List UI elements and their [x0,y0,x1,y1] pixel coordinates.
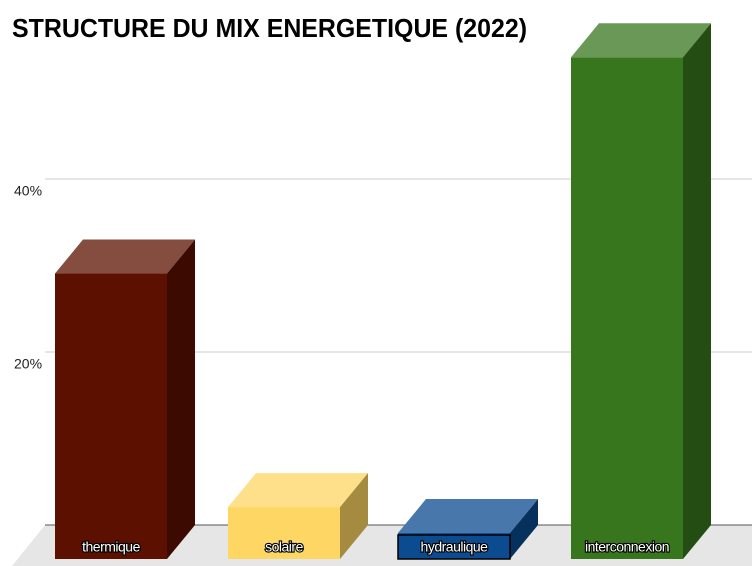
bar-front [571,57,683,560]
bar-top [55,239,195,274]
bar-front [228,507,340,559]
x-tick-label: solaire [265,539,303,555]
y-tick-label: 40% [14,183,42,199]
bar [228,473,368,559]
bar-top [571,23,711,58]
bar-side [510,499,538,559]
bar [397,499,538,560]
bar-top [228,473,368,508]
x-tick-label: thermique [82,539,140,555]
bar-side [167,239,195,560]
chart-title: STRUCTURE DU MIX ENERGETIQUE (2022) [12,13,527,43]
bar [55,239,195,560]
bar-front [55,273,167,559]
y-tick-label: 20% [14,356,42,372]
bar-side [340,473,368,559]
label-box [397,534,511,560]
x-tick-label: hydraulique [421,539,489,555]
bar [571,23,711,560]
bar-top [398,499,538,534]
x-tick-label: interconnexion [585,539,669,555]
bar-side [683,23,711,560]
bar-front [398,533,510,559]
floor [12,525,752,566]
